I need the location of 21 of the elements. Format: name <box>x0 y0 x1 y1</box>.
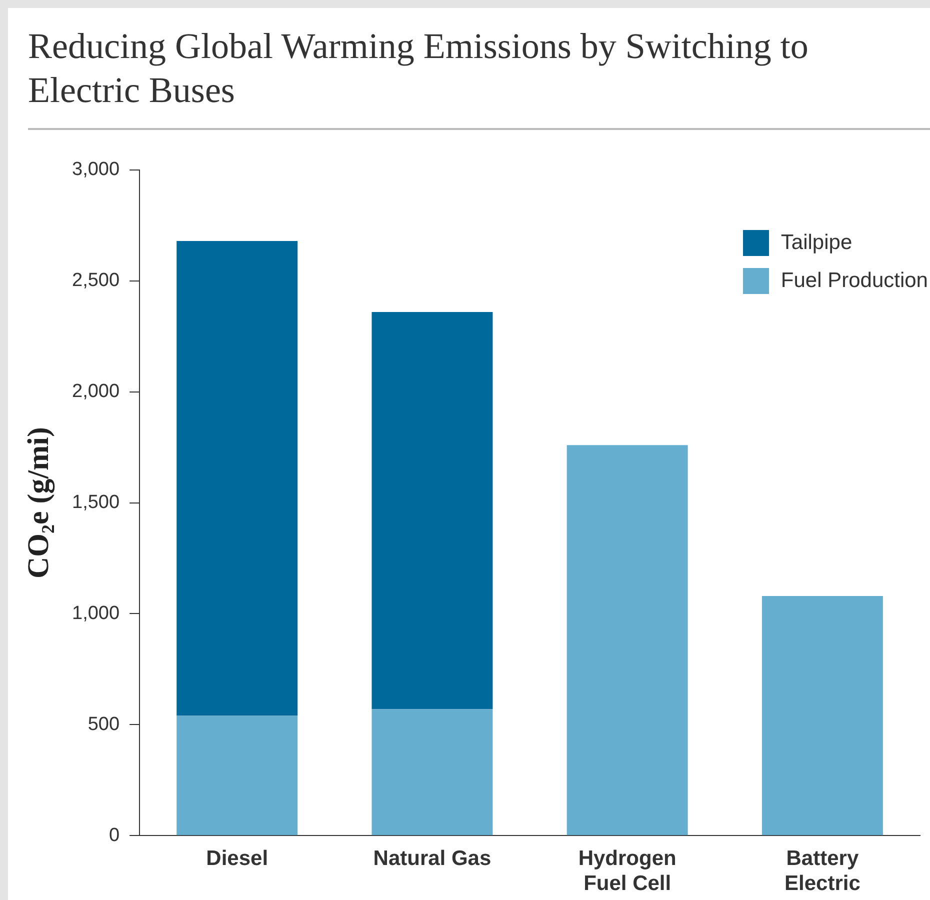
bar <box>176 716 298 836</box>
y-tick-label: 500 <box>88 714 120 735</box>
y-tick-label: 0 <box>108 824 120 846</box>
y-axis-title: CO₂e (g/mi) <box>22 427 55 579</box>
bar <box>762 596 883 836</box>
chart-title: Reducing Global Warming Emissions by Switching to Electric Buses <box>27 25 810 112</box>
legend-label: Tailpipe <box>780 231 852 255</box>
bar <box>372 312 493 710</box>
bar <box>176 241 298 716</box>
legend-label: Fuel Production <box>780 269 928 293</box>
x-tick-label: Diesel <box>206 846 268 870</box>
x-tick-label: Natural Gas <box>373 846 492 870</box>
bar <box>566 445 688 836</box>
y-tick-label: 1,500 <box>72 492 120 514</box>
y-tick-label: 1,000 <box>72 602 120 624</box>
y-tick-label: 2,000 <box>72 381 120 402</box>
bar <box>372 709 493 836</box>
y-tick-label: 3,000 <box>72 159 120 180</box>
x-tick-label: Hydrogen Fuel Cell <box>578 846 676 896</box>
y-tick-label: 2,500 <box>72 270 120 292</box>
x-tick-label: Battery Electric <box>784 846 861 896</box>
